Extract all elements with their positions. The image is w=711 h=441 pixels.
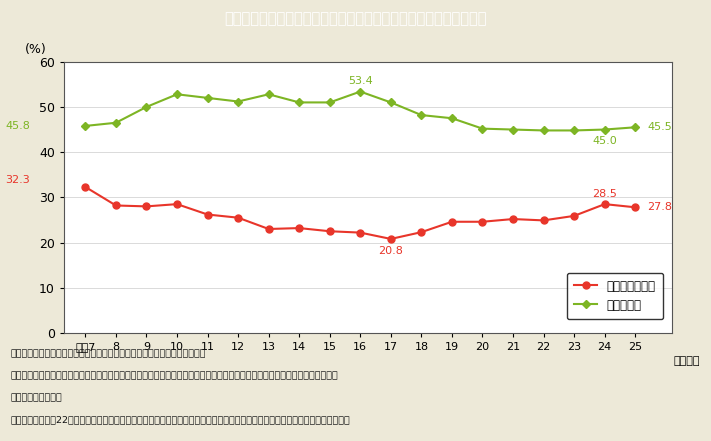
市区合格者 bbox=[326, 100, 334, 105]
Text: （年度）: （年度） bbox=[673, 356, 700, 366]
都道府県合格者 bbox=[295, 225, 304, 231]
都道府県合格者 bbox=[570, 213, 579, 219]
Text: 28.5: 28.5 bbox=[592, 189, 617, 199]
市区合格者 bbox=[234, 99, 242, 104]
都道府県合格者 bbox=[479, 219, 487, 224]
市区合格者 bbox=[356, 89, 365, 94]
Text: 53.4: 53.4 bbox=[348, 76, 373, 86]
都道府県合格者 bbox=[173, 202, 181, 207]
都道府県合格者 bbox=[264, 226, 273, 232]
市区合格者 bbox=[203, 95, 212, 101]
市区合格者 bbox=[387, 100, 395, 105]
市区合格者 bbox=[295, 100, 304, 105]
市区合格者 bbox=[417, 112, 426, 118]
都道府県合格者 bbox=[142, 204, 151, 209]
Text: (%): (%) bbox=[24, 43, 46, 56]
都道府県合格者 bbox=[81, 184, 90, 190]
市区合格者 bbox=[112, 120, 120, 125]
都道府県合格者 bbox=[356, 230, 365, 235]
都道府県合格者 bbox=[203, 212, 212, 217]
市区合格者 bbox=[142, 104, 151, 109]
都道府県合格者 bbox=[326, 228, 334, 234]
都道府県合格者 bbox=[387, 236, 395, 242]
都道府県合格者 bbox=[509, 217, 518, 222]
都道府県合格者 bbox=[631, 205, 639, 210]
Text: 27.8: 27.8 bbox=[648, 202, 673, 212]
市区合格者 bbox=[81, 123, 90, 129]
Line: 都道府県合格者: 都道府県合格者 bbox=[82, 183, 638, 243]
都道府県合格者 bbox=[540, 218, 548, 223]
Text: 20.8: 20.8 bbox=[378, 246, 403, 256]
市区合格者 bbox=[264, 92, 273, 97]
Text: 32.3: 32.3 bbox=[6, 175, 31, 185]
Legend: 都道府県合格者, 市区合格者: 都道府県合格者, 市区合格者 bbox=[567, 273, 663, 319]
Text: （備考）１．総務省「地方公共団体の勤務条件等に関する調査」より作成。: （備考）１．総務省「地方公共団体の勤務条件等に関する調査」より作成。 bbox=[11, 350, 206, 359]
市区合格者 bbox=[600, 127, 609, 132]
Text: ３．平成22年度は，東日本大震災の影響により調査が困難となった２団体（岩手県の１市１町）を除いて集計している。: ３．平成22年度は，東日本大震災の影響により調査が困難となった２団体（岩手県の１… bbox=[11, 415, 351, 424]
Line: 市区合格者: 市区合格者 bbox=[82, 89, 638, 133]
都道府県合格者 bbox=[112, 203, 120, 208]
Text: Ｉ－１－８図　地方公務員採用試験合格者に占める女性割合の推移: Ｉ－１－８図 地方公務員採用試験合格者に占める女性割合の推移 bbox=[224, 11, 487, 26]
都道府県合格者 bbox=[234, 215, 242, 220]
市区合格者 bbox=[448, 116, 456, 121]
市区合格者 bbox=[570, 128, 579, 133]
都道府県合格者 bbox=[600, 202, 609, 207]
都道府県合格者 bbox=[417, 229, 426, 235]
市区合格者 bbox=[173, 92, 181, 97]
Text: ２．女性合格者，男性合格者のほか，申込書に性別記入欄を設けていない試験があることから性別不明の合格者が存在: ２．女性合格者，男性合格者のほか，申込書に性別記入欄を設けていない試験があること… bbox=[11, 371, 338, 381]
Text: する。: する。 bbox=[11, 393, 63, 402]
Text: 45.5: 45.5 bbox=[648, 122, 672, 132]
市区合格者 bbox=[509, 127, 518, 132]
市区合格者 bbox=[540, 128, 548, 133]
Text: 45.0: 45.0 bbox=[592, 136, 617, 146]
市区合格者 bbox=[631, 125, 639, 130]
市区合格者 bbox=[479, 126, 487, 131]
Text: 45.8: 45.8 bbox=[6, 121, 31, 131]
都道府県合格者 bbox=[448, 219, 456, 224]
